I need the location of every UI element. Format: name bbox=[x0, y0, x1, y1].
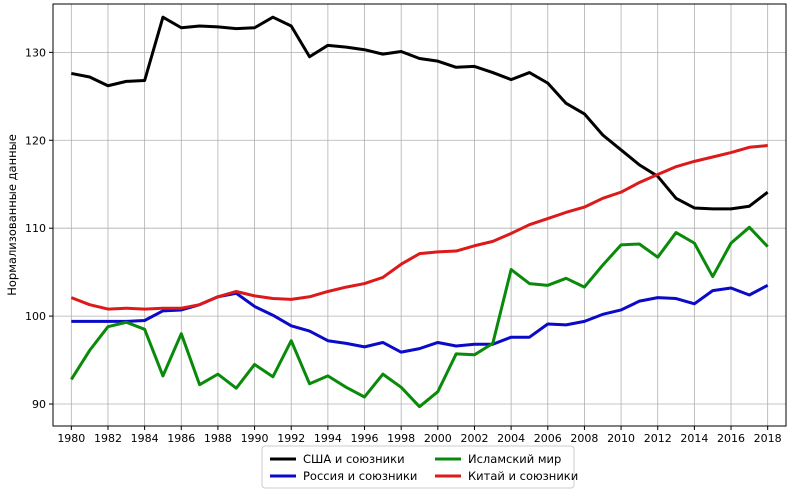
x-tick-label: 1980 bbox=[57, 432, 85, 445]
y-tick-label: 90 bbox=[32, 398, 46, 411]
y-tick-label: 130 bbox=[25, 46, 46, 59]
y-tick-label: 120 bbox=[25, 134, 46, 147]
legend-label-3: Китай и союзники bbox=[468, 469, 578, 483]
x-tick-label: 2016 bbox=[717, 432, 745, 445]
x-tick-label: 1990 bbox=[241, 432, 269, 445]
x-tick-label: 1984 bbox=[131, 432, 159, 445]
x-tick-label: 2004 bbox=[497, 432, 525, 445]
x-tick-label: 2006 bbox=[534, 432, 562, 445]
plot-frame bbox=[52, 3, 787, 427]
x-tick-label: 1988 bbox=[204, 432, 232, 445]
x-tick-label: 1998 bbox=[387, 432, 415, 445]
x-tick-label: 1992 bbox=[277, 432, 305, 445]
series-line-3 bbox=[70, 144, 768, 311]
legend-label-2: Исламский мир bbox=[468, 452, 561, 466]
x-tick-label: 2010 bbox=[607, 432, 635, 445]
legend-box bbox=[261, 445, 575, 489]
x-tick-label: 1996 bbox=[351, 432, 379, 445]
series-line-0 bbox=[71, 15, 769, 211]
x-tick-label: 1994 bbox=[314, 432, 342, 445]
x-tick-label: 2002 bbox=[460, 432, 488, 445]
series-line-2 bbox=[70, 225, 769, 409]
legend-label-1: Россия и союзники bbox=[303, 469, 417, 483]
x-tick-label: 2018 bbox=[754, 432, 782, 445]
y-axis-title: Нормализованные данные bbox=[5, 134, 19, 296]
x-tick-label: 2014 bbox=[680, 432, 708, 445]
y-tick-label: 100 bbox=[25, 310, 46, 323]
legend: США и союзники Исламский мир Россия и союз… bbox=[261, 445, 578, 489]
x-tick-label: 2012 bbox=[644, 432, 672, 445]
x-tick-label: 2000 bbox=[424, 432, 452, 445]
x-tick-label: 2008 bbox=[570, 432, 598, 445]
x-tick-label: 1986 bbox=[167, 432, 195, 445]
legend-label-0: США и союзники bbox=[303, 452, 405, 466]
tick-layer: 1980 1982 1984 1986 1988 1990 1992 1994 1996 1998… bbox=[25, 46, 782, 445]
y-tick-label: 110 bbox=[25, 222, 46, 235]
series-line-1 bbox=[71, 284, 769, 354]
x-tick-label: 1982 bbox=[94, 432, 122, 445]
grid-layer bbox=[53, 4, 786, 426]
series-layer bbox=[70, 15, 769, 409]
